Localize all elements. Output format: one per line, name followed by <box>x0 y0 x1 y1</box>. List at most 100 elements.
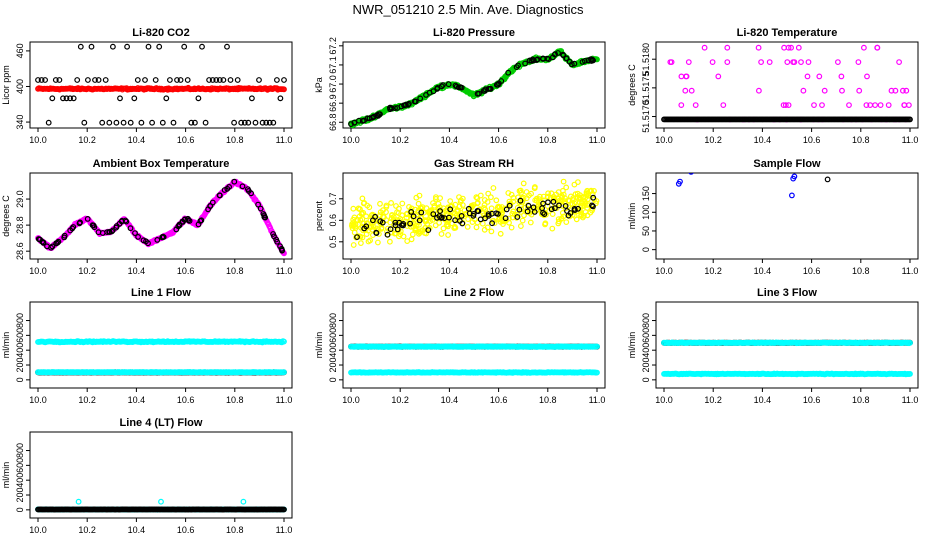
samples-point <box>142 77 148 83</box>
x-tick-label: 10.8 <box>226 266 244 276</box>
plot-frame <box>342 41 606 129</box>
rh-point <box>563 184 570 191</box>
x-tick-label: 10.2 <box>391 135 409 145</box>
pressure-avg-point <box>522 60 528 67</box>
rh-point <box>582 209 589 215</box>
rh-avg-point <box>363 223 370 230</box>
pressure-avg-point <box>366 115 373 122</box>
rh-avg-point <box>394 226 401 233</box>
points-layer <box>348 343 600 376</box>
samples-point <box>92 77 98 83</box>
samples-point <box>134 77 141 83</box>
temperature-point <box>903 87 910 94</box>
pressure-avg-point <box>560 52 567 59</box>
line1-flow-base-point <box>281 369 287 376</box>
rh-point <box>549 225 556 232</box>
pressure-avg-point <box>359 117 366 124</box>
samples-point <box>259 119 266 126</box>
rh-point <box>377 200 383 207</box>
temperature-point <box>846 102 852 108</box>
samples-point <box>231 119 238 126</box>
rh-avg-point <box>489 210 495 217</box>
rh-point <box>497 230 504 237</box>
pressure-avg-point <box>493 81 500 88</box>
rh-point <box>549 211 556 218</box>
y-tick-label: 28.6 <box>15 242 25 260</box>
y-tick-label: 51.5180 <box>641 43 651 76</box>
box-temp-avg-point <box>44 243 50 250</box>
x-tick-label: 10.2 <box>391 266 409 276</box>
temperature-point <box>901 102 908 108</box>
rh-point <box>584 196 591 203</box>
rh-point <box>423 217 430 224</box>
temperature-point <box>872 102 878 108</box>
y-axis-label: ml/min <box>1 462 11 489</box>
line3-flow-point <box>907 371 913 377</box>
rh-avg-point <box>575 205 581 212</box>
y-tick-label: 0.5 <box>328 236 338 249</box>
y-tick-label: 67.2 <box>328 37 338 55</box>
chart-title: Li-820 CO2 <box>132 27 189 39</box>
x-tick-label: 11.0 <box>902 266 919 276</box>
temperature-point <box>715 73 722 80</box>
box-temp-avg-point <box>255 201 262 208</box>
rh-point <box>438 231 445 237</box>
temperature-point <box>682 87 689 94</box>
sample-flow-point <box>789 192 795 199</box>
rh-avg-point <box>474 207 481 214</box>
temperature-point <box>888 87 895 94</box>
line2-flow-top-point <box>594 343 600 350</box>
samples-point <box>109 43 116 50</box>
pressure-avg-point <box>452 82 459 89</box>
samples-point <box>181 43 188 50</box>
box-temp-avg-point <box>257 205 264 212</box>
temperature-point <box>861 44 867 51</box>
temperature-point <box>692 102 699 108</box>
x-tick-label: 11.0 <box>276 525 293 535</box>
temperature-point <box>798 59 804 65</box>
rh-avg-point <box>418 209 425 216</box>
rh-point <box>506 215 512 222</box>
y-tick-label: 340 <box>15 115 25 130</box>
y-tick-label: 28.8 <box>15 216 25 234</box>
pressure-avg-point <box>588 58 595 64</box>
rh-point <box>383 209 389 216</box>
rh-avg-point <box>485 211 492 218</box>
x-tick-label: 10.0 <box>655 395 673 405</box>
samples-point <box>102 77 109 83</box>
rh-avg-point <box>370 217 376 224</box>
rh-point <box>410 223 417 230</box>
samples-point <box>213 77 220 83</box>
y-tick-label: 200 <box>641 358 651 373</box>
box-temp-avg-point <box>274 238 281 245</box>
pressure-avg-point <box>545 56 552 62</box>
y-tick-label: 400 <box>641 343 651 358</box>
samples-point <box>131 95 138 102</box>
rh-point <box>518 223 524 230</box>
x-tick-label: 10.8 <box>226 395 244 405</box>
x-tick-label: 10.0 <box>342 395 360 405</box>
box-temp-avg-point <box>53 240 60 247</box>
pressure-avg-point <box>406 100 412 107</box>
rh-point <box>437 195 444 202</box>
rh-avg-point <box>457 217 463 224</box>
plot-frame <box>29 41 293 129</box>
y-tick-label: 50 <box>641 226 651 236</box>
temperature-point <box>896 59 902 65</box>
line1-flow-point <box>281 338 287 345</box>
box-temp-avg-point <box>207 203 214 210</box>
chart-title: Ambient Box Temperature <box>93 158 230 170</box>
samples-point <box>88 43 95 50</box>
box-temp-avg-point <box>239 183 246 190</box>
rh-point <box>575 179 581 186</box>
rh-point <box>510 198 517 205</box>
x-tick-label: 10.4 <box>441 395 459 405</box>
y-axis-label: ml/min <box>627 332 637 359</box>
box-temp-avg-point <box>113 223 120 229</box>
rh-point <box>540 193 547 200</box>
y-tick-label: 600 <box>328 328 338 343</box>
rh-point <box>456 203 463 210</box>
